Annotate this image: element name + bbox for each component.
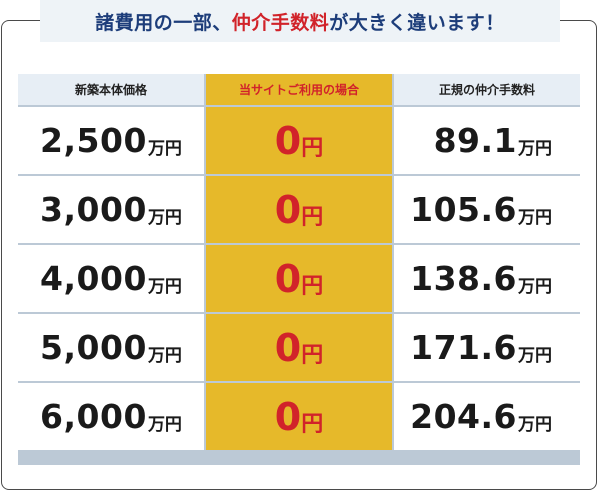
price-value: 3,000 (40, 190, 147, 229)
headline-highlight: 仲介手数料 (231, 11, 330, 34)
regular-fee-value: 138.6 (410, 259, 517, 298)
price-unit: 万円 (147, 415, 182, 435)
price-unit: 万円 (147, 346, 182, 366)
regular-fee-value: 171.6 (410, 328, 517, 367)
our-fee-value: 0 (274, 256, 302, 301)
regular-fee-unit: 万円 (518, 277, 552, 297)
table-row-regular-fee: 105.6 万円 (394, 176, 580, 243)
table-row-regular-fee: 204.6 万円 (394, 383, 580, 450)
regular-fee-unit: 万円 (518, 346, 552, 366)
regular-fee-unit: 万円 (518, 139, 552, 159)
price-value: 5,000 (40, 328, 147, 367)
our-fee-value: 0 (274, 394, 302, 439)
our-fee-unit: 円 (301, 342, 324, 368)
our-fee-value: 0 (274, 325, 302, 370)
header-regular-fee: 正規の仲介手数料 (394, 74, 580, 105)
regular-fee-value: 89.1 (433, 121, 517, 160)
table-row-price: 6,000 万円 (18, 383, 204, 450)
table-row-regular-fee: 171.6 万円 (394, 314, 580, 381)
price-unit: 万円 (147, 139, 182, 159)
our-fee-unit: 円 (301, 273, 324, 299)
price-value: 4,000 (40, 259, 147, 298)
headline-text-2: が大きく違います！ (329, 11, 505, 34)
regular-fee-value: 105.6 (410, 190, 517, 229)
price-unit: 万円 (147, 277, 182, 297)
our-fee-unit: 円 (301, 411, 324, 437)
table-row-regular-fee: 89.1 万円 (394, 107, 580, 174)
table-row-price: 4,000 万円 (18, 245, 204, 312)
our-fee-value: 0 (274, 187, 302, 232)
regular-fee-value: 204.6 (410, 397, 517, 436)
price-value: 2,500 (40, 121, 147, 160)
our-fee-value: 0 (274, 118, 302, 163)
table-row-regular-fee: 138.6 万円 (394, 245, 580, 312)
table-row-price: 2,500 万円 (18, 107, 204, 174)
price-unit: 万円 (147, 208, 182, 228)
header-base-price: 新築本体価格 (18, 74, 204, 105)
our-fee-unit: 円 (301, 135, 324, 161)
price-value: 6,000 (40, 397, 147, 436)
headline-text-1: 諸費用の一部、 (95, 11, 232, 34)
table-row-price: 3,000 万円 (18, 176, 204, 243)
regular-fee-unit: 万円 (518, 415, 552, 435)
table-row-price: 5,000 万円 (18, 314, 204, 381)
regular-fee-unit: 万円 (518, 208, 552, 228)
headline-banner: 諸費用の一部、 仲介手数料 が大きく違います！ (40, 0, 560, 42)
our-fee-unit: 円 (301, 204, 324, 230)
header-our-site: 当サイトご利用の場合 (206, 74, 392, 105)
